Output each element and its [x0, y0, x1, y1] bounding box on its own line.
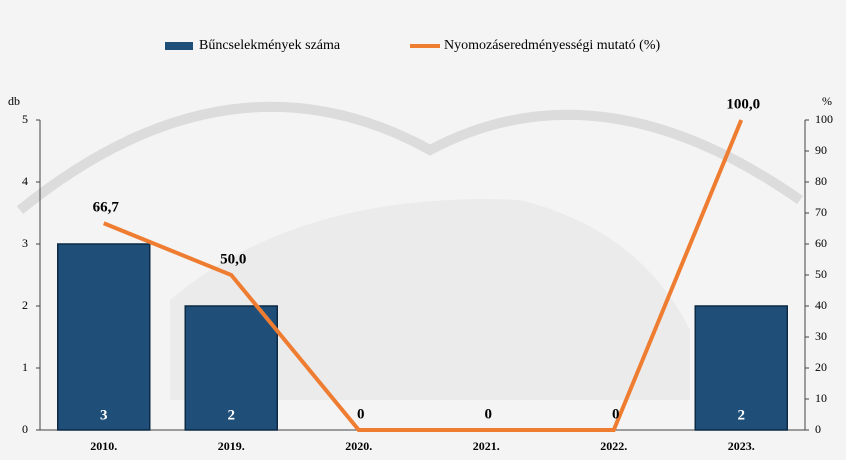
bar-value-label: 3 [100, 407, 108, 423]
y2-tick-label: 20 [815, 360, 827, 374]
y2-tick-label: 10 [815, 391, 827, 405]
x-tick-label: 2021. [473, 439, 500, 453]
y-axis-title: db [8, 94, 20, 108]
y-tick-label: 5 [22, 112, 28, 126]
y-tick-label: 4 [22, 174, 28, 188]
y2-tick-label: 50 [815, 267, 827, 281]
line-value-label: 100,0 [726, 96, 760, 112]
line-value-label: 66,7 [93, 200, 120, 216]
line-value-label: 50,0 [220, 251, 246, 267]
legend-label: Bűncselekmények száma [199, 38, 341, 53]
bar-value-label: 2 [738, 407, 746, 423]
y2-tick-label: 100 [815, 112, 833, 126]
y-tick-label: 2 [22, 298, 28, 312]
line-value-label: 0 [612, 406, 620, 422]
y-tick-label: 1 [22, 360, 28, 374]
x-tick-label: 2020. [345, 439, 372, 453]
x-tick-label: 2022. [600, 439, 627, 453]
y2-tick-label: 0 [815, 422, 821, 436]
line-value-label: 0 [485, 406, 493, 422]
y2-tick-label: 30 [815, 329, 827, 343]
line [102, 119, 744, 432]
y2-tick-label: 60 [815, 236, 827, 250]
y-tick-label: 3 [22, 236, 28, 250]
x-tick-label: 2023. [728, 439, 755, 453]
y-tick-label: 0 [22, 422, 28, 436]
background-car [170, 199, 690, 400]
legend-swatch [165, 42, 193, 50]
bar [694, 305, 788, 431]
line-value-label: 0 [357, 406, 365, 422]
bar-value-label: 2 [228, 407, 236, 423]
bar [184, 305, 278, 431]
y2-tick-label: 40 [815, 298, 827, 312]
x-tick-label: 2010. [90, 439, 117, 453]
legend-label: Nyomozáseredményességi mutató (%) [444, 38, 660, 53]
y2-tick-label: 80 [815, 174, 827, 188]
y2-tick-label: 90 [815, 143, 827, 157]
bar [57, 243, 151, 431]
x-tick-label: 2019. [218, 439, 245, 453]
y2-axis-title: % [822, 94, 832, 108]
y2-tick-label: 70 [815, 205, 827, 219]
background-bridge [16, 101, 803, 214]
